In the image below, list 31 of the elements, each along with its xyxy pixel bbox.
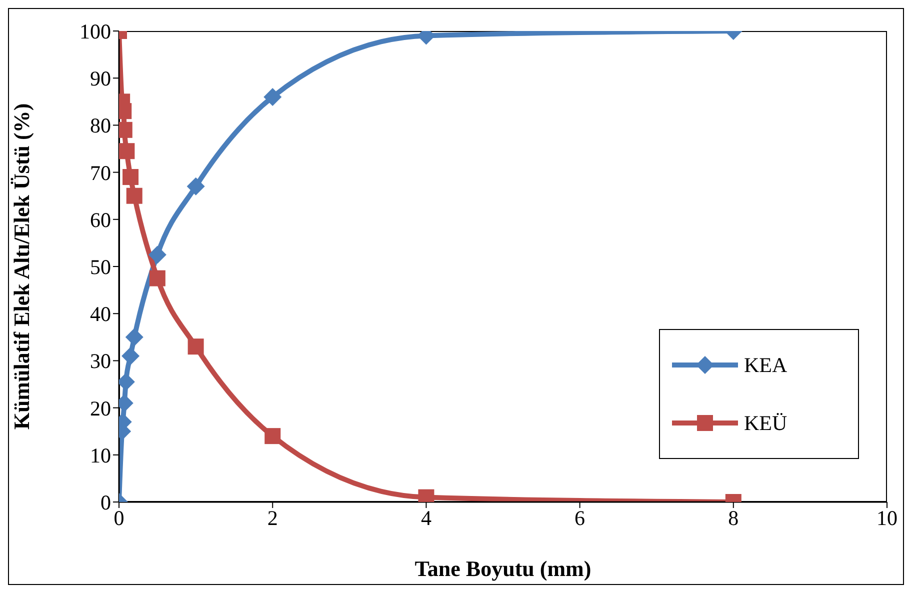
legend-label: KEA	[744, 352, 788, 378]
point	[126, 188, 142, 204]
x-tick-label: 6	[574, 506, 586, 530]
x-axis-title: Tane Boyutu (mm)	[414, 556, 592, 581]
y-tick-label: 80	[90, 114, 111, 138]
y-tick-label: 40	[90, 302, 111, 326]
point	[148, 246, 166, 264]
x-tick-label: 10	[876, 506, 898, 530]
y-tick-label: 30	[90, 349, 111, 374]
point	[186, 177, 205, 196]
point	[264, 428, 281, 444]
y-axis-title: Kümülatif Elek Altı/Elek Üstü (%)	[8, 103, 34, 430]
point	[188, 338, 204, 355]
legend-label: KEÜ	[744, 410, 788, 436]
y-tick-label: 0	[100, 490, 111, 514]
x-tick-label: 2	[267, 506, 278, 530]
point	[122, 346, 140, 365]
point	[125, 328, 144, 346]
point	[264, 88, 282, 106]
point	[119, 143, 135, 160]
y-tick-label: 20	[90, 396, 111, 420]
y-tick-label: 100	[80, 19, 111, 44]
x-tick-label: 8	[728, 506, 739, 530]
y-tick-label: 50	[90, 254, 111, 279]
x-tick-label: 4	[420, 506, 432, 530]
y-tick-label: 90	[90, 66, 111, 91]
point	[122, 169, 139, 186]
y-tick-label: 10	[90, 443, 111, 468]
y-tick-label: 70	[90, 160, 111, 185]
y-tick-label: 60	[90, 208, 111, 232]
point	[149, 270, 166, 286]
